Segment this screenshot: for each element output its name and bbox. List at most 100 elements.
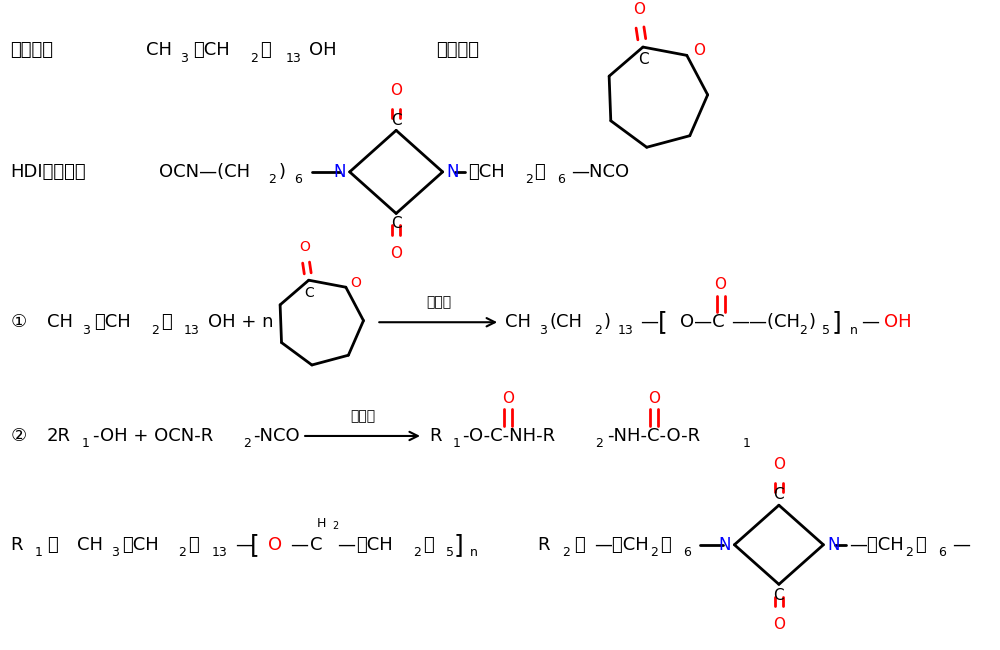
Text: 2: 2 [151, 324, 159, 337]
Text: 1: 1 [742, 437, 750, 450]
Text: O: O [773, 457, 785, 472]
Text: O: O [773, 618, 785, 632]
Text: ①: ① [10, 313, 27, 332]
Text: （CH: （CH [95, 313, 131, 332]
Text: N: N [827, 536, 840, 554]
Text: O: O [633, 3, 645, 18]
Text: 2: 2 [269, 174, 276, 187]
Text: ): ) [278, 163, 285, 181]
Text: CH: CH [47, 313, 73, 332]
Text: O—C: O—C [680, 313, 725, 332]
Text: —: — [861, 313, 879, 332]
Text: OCN—(CH: OCN—(CH [159, 163, 250, 181]
Text: ：: ： [47, 536, 58, 554]
Text: -NCO: -NCO [253, 427, 299, 445]
Text: 3: 3 [82, 324, 90, 337]
Text: ②: ② [10, 427, 27, 445]
Text: C: C [638, 53, 648, 68]
Text: 2: 2 [650, 546, 658, 559]
Text: 2: 2 [595, 437, 603, 450]
Text: C: C [391, 113, 401, 128]
Text: —: — [337, 536, 355, 554]
Text: —: — [952, 536, 970, 554]
Text: 13: 13 [184, 324, 199, 337]
Text: —: — [290, 536, 308, 554]
Text: 催化剂: 催化剂 [350, 410, 375, 423]
Text: 3: 3 [111, 546, 119, 559]
Text: n: n [850, 324, 858, 337]
Text: O: O [502, 391, 514, 406]
Text: ）: ） [915, 536, 926, 554]
Text: C: C [310, 536, 323, 554]
Text: —: — [640, 313, 658, 332]
Text: O: O [390, 246, 402, 261]
Text: N: N [718, 536, 731, 554]
Text: O: O [300, 240, 311, 254]
Text: —（CH: —（CH [849, 536, 904, 554]
Text: O: O [268, 536, 282, 554]
Text: ）: ） [535, 163, 545, 181]
Text: 2: 2 [243, 437, 251, 450]
Text: OH + n: OH + n [208, 313, 274, 332]
Text: （CH: （CH [122, 536, 159, 554]
Text: ）: ） [423, 536, 434, 554]
Text: 2: 2 [594, 324, 602, 337]
Text: O: O [648, 391, 660, 406]
Text: (CH: (CH [549, 313, 582, 332]
Text: 6: 6 [683, 546, 691, 559]
Text: ）: ） [660, 536, 671, 554]
Text: 13: 13 [285, 51, 301, 64]
Text: OH: OH [309, 41, 337, 59]
Text: 2: 2 [799, 324, 807, 337]
Text: O: O [350, 276, 361, 291]
Text: -NH-C-O-R: -NH-C-O-R [607, 427, 700, 445]
Text: （CH: （CH [468, 163, 505, 181]
Text: 1: 1 [82, 437, 90, 450]
Text: C: C [774, 588, 784, 603]
Text: H: H [316, 517, 326, 530]
Text: —（CH: —（CH [594, 536, 649, 554]
Text: n: n [470, 546, 478, 559]
Text: ）: ） [161, 313, 172, 332]
Text: R: R [538, 536, 550, 554]
Text: CH: CH [146, 41, 172, 59]
Text: 十四醇：: 十四醇： [10, 41, 53, 59]
Text: O: O [693, 43, 705, 58]
Text: OH: OH [884, 313, 911, 332]
Text: ): ) [604, 313, 611, 332]
Text: 3: 3 [181, 51, 188, 64]
Text: ）: ） [188, 536, 199, 554]
Text: C: C [774, 487, 784, 502]
Text: 13: 13 [618, 324, 633, 337]
Text: —: — [235, 536, 253, 554]
Text: 6: 6 [294, 174, 302, 187]
Text: -OH + OCN-R: -OH + OCN-R [93, 427, 213, 445]
Text: CH: CH [77, 536, 103, 554]
Text: R: R [10, 536, 23, 554]
Text: 5: 5 [446, 546, 454, 559]
Text: 2: 2 [905, 546, 913, 559]
Text: 5: 5 [822, 324, 830, 337]
Text: 6: 6 [557, 174, 565, 187]
Text: CH: CH [505, 313, 531, 332]
Text: O: O [390, 83, 402, 98]
Text: 催化剂: 催化剂 [426, 296, 451, 309]
Text: N: N [334, 163, 346, 181]
Text: 3: 3 [540, 324, 547, 337]
Text: 1: 1 [453, 437, 460, 450]
Text: 6: 6 [938, 546, 946, 559]
Text: （CH: （CH [193, 41, 230, 59]
Text: 2: 2 [179, 546, 186, 559]
Text: N: N [446, 163, 459, 181]
Text: ): ) [809, 313, 816, 332]
Text: C: C [304, 286, 314, 300]
Text: 2R: 2R [47, 427, 71, 445]
Text: ）: ） [260, 41, 270, 59]
Text: O: O [715, 277, 727, 292]
Text: 2: 2 [562, 546, 570, 559]
Text: ]: ] [454, 533, 463, 557]
Text: 1: 1 [35, 546, 43, 559]
Text: HDI二聚体：: HDI二聚体： [10, 163, 86, 181]
Text: [: [ [250, 533, 260, 557]
Text: （CH: （CH [357, 536, 393, 554]
